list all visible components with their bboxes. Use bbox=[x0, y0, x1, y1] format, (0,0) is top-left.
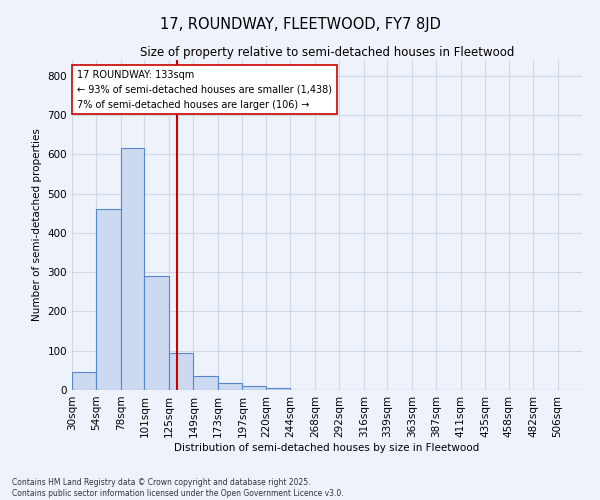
Bar bbox=[218, 384, 242, 390]
Text: 17 ROUNDWAY: 133sqm
← 93% of semi-detached houses are smaller (1,438)
7% of semi: 17 ROUNDWAY: 133sqm ← 93% of semi-detach… bbox=[77, 70, 332, 110]
Text: Contains HM Land Registry data © Crown copyright and database right 2025.
Contai: Contains HM Land Registry data © Crown c… bbox=[12, 478, 344, 498]
Bar bbox=[145, 276, 169, 390]
Text: 17, ROUNDWAY, FLEETWOOD, FY7 8JD: 17, ROUNDWAY, FLEETWOOD, FY7 8JD bbox=[160, 18, 440, 32]
Title: Size of property relative to semi-detached houses in Fleetwood: Size of property relative to semi-detach… bbox=[140, 46, 514, 59]
Bar bbox=[97, 210, 121, 390]
Bar bbox=[121, 148, 145, 390]
Bar bbox=[169, 352, 193, 390]
Bar bbox=[193, 376, 218, 390]
Y-axis label: Number of semi-detached properties: Number of semi-detached properties bbox=[32, 128, 42, 322]
Bar bbox=[242, 386, 266, 390]
Bar bbox=[266, 388, 290, 390]
Bar bbox=[72, 372, 97, 390]
X-axis label: Distribution of semi-detached houses by size in Fleetwood: Distribution of semi-detached houses by … bbox=[175, 442, 479, 452]
